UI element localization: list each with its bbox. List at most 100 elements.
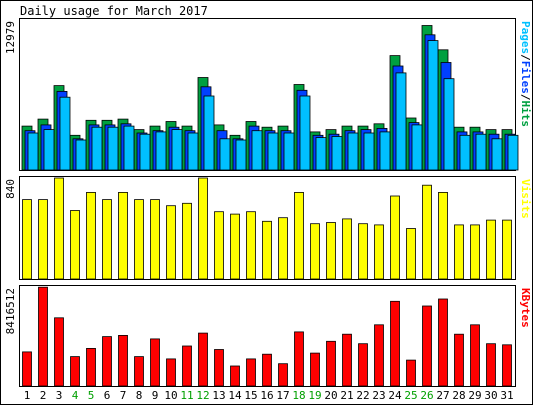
x-tick-label-21: 21 [340,389,353,402]
hits-panel-pages-bar-30 [491,138,503,171]
hits-panel-legend-label: Pages/Files/Hits [519,21,532,127]
x-tick-label-6: 6 [104,389,111,402]
hits-panel-legend-part-4: Hits [519,101,532,128]
visits-panel-visits-bar-8 [134,199,144,280]
x-tick-label-25: 25 [404,389,417,402]
hits-panel-pages-bar-15 [251,130,263,171]
visits-panel-visits-bar-24 [390,195,400,280]
hits-panel-pages-bar-29 [475,133,487,171]
kbytes-panel-kbytes-bar-3 [54,317,64,387]
hits-panel-pages-bar-6 [107,126,119,171]
x-tick-label-5: 5 [88,389,95,402]
kbytes-panel-kbytes-bar-7 [118,334,128,387]
visits-panel-visits-bar-19 [310,223,320,280]
kbytes-panel-kbytes-bar-28 [454,333,464,387]
kbytes-panel-legend-part-0: KBytes [519,288,532,328]
hits-panel-pages-bar-2 [43,129,55,171]
hits-panel-pages-bar-8 [139,133,151,171]
hits-panel-pages-bar-31 [507,134,519,171]
kbytes-panel-kbytes-bar-31 [502,344,512,387]
x-tick-label-3: 3 [56,389,63,402]
kbytes-panel-kbytes-bar-19 [310,352,320,387]
visits-panel-visits-bar-10 [166,205,176,280]
x-tick-label-23: 23 [372,389,385,402]
x-tick-label-14: 14 [228,389,242,402]
hits-panel-pages-bar-10 [171,129,183,171]
kbytes-panel-kbytes-bar-12 [198,332,208,387]
x-tick-label-19: 19 [308,389,321,402]
visits-panel-visits-bar-9 [150,199,160,280]
hits-panel-pages-bar-18 [299,95,311,171]
visits-panel-visits-bar-27 [438,191,448,280]
kbytes-panel-kbytes-bar-24 [390,300,400,387]
x-tick-label-20: 20 [324,389,337,402]
visits-panel-visits-bar-31 [502,219,512,280]
x-tick-label-13: 13 [212,389,225,402]
hits-panel-pages-bar-21 [347,132,359,171]
hits-panel-ymax-label: 12979 [4,21,17,54]
hits-panel-pages-bar-16 [267,132,279,171]
kbytes-panel-kbytes-bar-10 [166,358,176,387]
visits-panel-legend-part-0: Visits [519,179,532,219]
kbytes-panel-kbytes-bar-15 [246,358,256,387]
kbytes-panel-kbytes-bar-2 [38,286,48,387]
x-tick-label-17: 17 [276,389,289,402]
visits-panel-visits-bar-7 [118,191,128,280]
x-tick-label-16: 16 [260,389,273,402]
x-tick-label-4: 4 [72,389,79,402]
x-tick-label-28: 28 [452,389,465,402]
hits-panel-pages-bar-19 [315,137,327,171]
kbytes-panel-kbytes-bar-21 [342,333,352,387]
kbytes-panel-kbytes-bar-18 [294,331,304,387]
hits-panel-pages-bar-22 [363,132,375,171]
hits-panel-pages-bar-9 [155,131,167,171]
hits-panel-pages-bar-3 [59,96,71,171]
hits-panel-legend-part-3: / [519,94,532,101]
x-tick-label-26: 26 [420,389,433,402]
x-tick-label-31: 31 [500,389,513,402]
kbytes-panel-kbytes-bar-23 [374,324,384,387]
visits-panel-visits-bar-20 [326,222,336,280]
hits-panel: 12979 Pages/Files/Hits [4,18,532,171]
kbytes-panel-kbytes-bar-6 [102,336,112,387]
x-tick-label-29: 29 [468,389,481,402]
kbytes-panel-kbytes-bar-13 [214,349,224,387]
kbytes-panel-kbytes-bar-16 [262,353,272,387]
visits-panel: 840 Visits [4,176,532,280]
kbytes-panel-kbytes-bar-4 [70,356,80,387]
x-tick-label-18: 18 [292,389,305,402]
hits-panel-pages-bar-5 [91,126,103,171]
hits-panel-legend-part-2: Files [519,61,532,94]
x-tick-label-15: 15 [244,389,257,402]
visits-panel-visits-bar-23 [374,224,384,280]
x-tick-label-30: 30 [484,389,497,402]
visits-panel-visits-bar-29 [470,224,480,280]
x-tick-label-22: 22 [356,389,369,402]
x-tick-label-27: 27 [436,389,449,402]
kbytes-panel-kbytes-bar-11 [182,345,192,387]
visits-panel-visits-bar-16 [262,220,272,280]
visits-panel-visits-bar-18 [294,191,304,280]
kbytes-panel-ymax-label: 8416512 [4,288,17,334]
chart-title: Daily usage for March 2017 [20,4,208,18]
kbytes-panel-kbytes-bar-5 [86,347,96,387]
kbytes-panel-kbytes-bar-20 [326,340,336,387]
hits-panel-pages-bar-25 [411,124,423,171]
visits-panel-visits-bar-2 [38,199,48,280]
visits-panel-visits-bar-25 [406,228,416,280]
kbytes-panel-kbytes-bar-30 [486,343,496,387]
hits-panel-pages-bar-12 [203,95,215,171]
kbytes-panel-kbytes-bar-1 [22,351,32,387]
x-tick-label-24: 24 [388,389,402,402]
visits-panel-visits-bar-6 [102,199,112,280]
x-tick-label-10: 10 [164,389,177,402]
visits-panel-visits-bar-14 [230,213,240,280]
kbytes-panel-kbytes-bar-14 [230,365,240,387]
kbytes-panel-kbytes-bar-8 [134,356,144,387]
hits-panel-pages-bar-23 [379,131,391,171]
hits-panel-pages-bar-28 [459,134,471,171]
hits-panel-pages-bar-13 [219,138,231,171]
x-tick-label-7: 7 [120,389,127,402]
visits-panel-visits-bar-28 [454,224,464,280]
